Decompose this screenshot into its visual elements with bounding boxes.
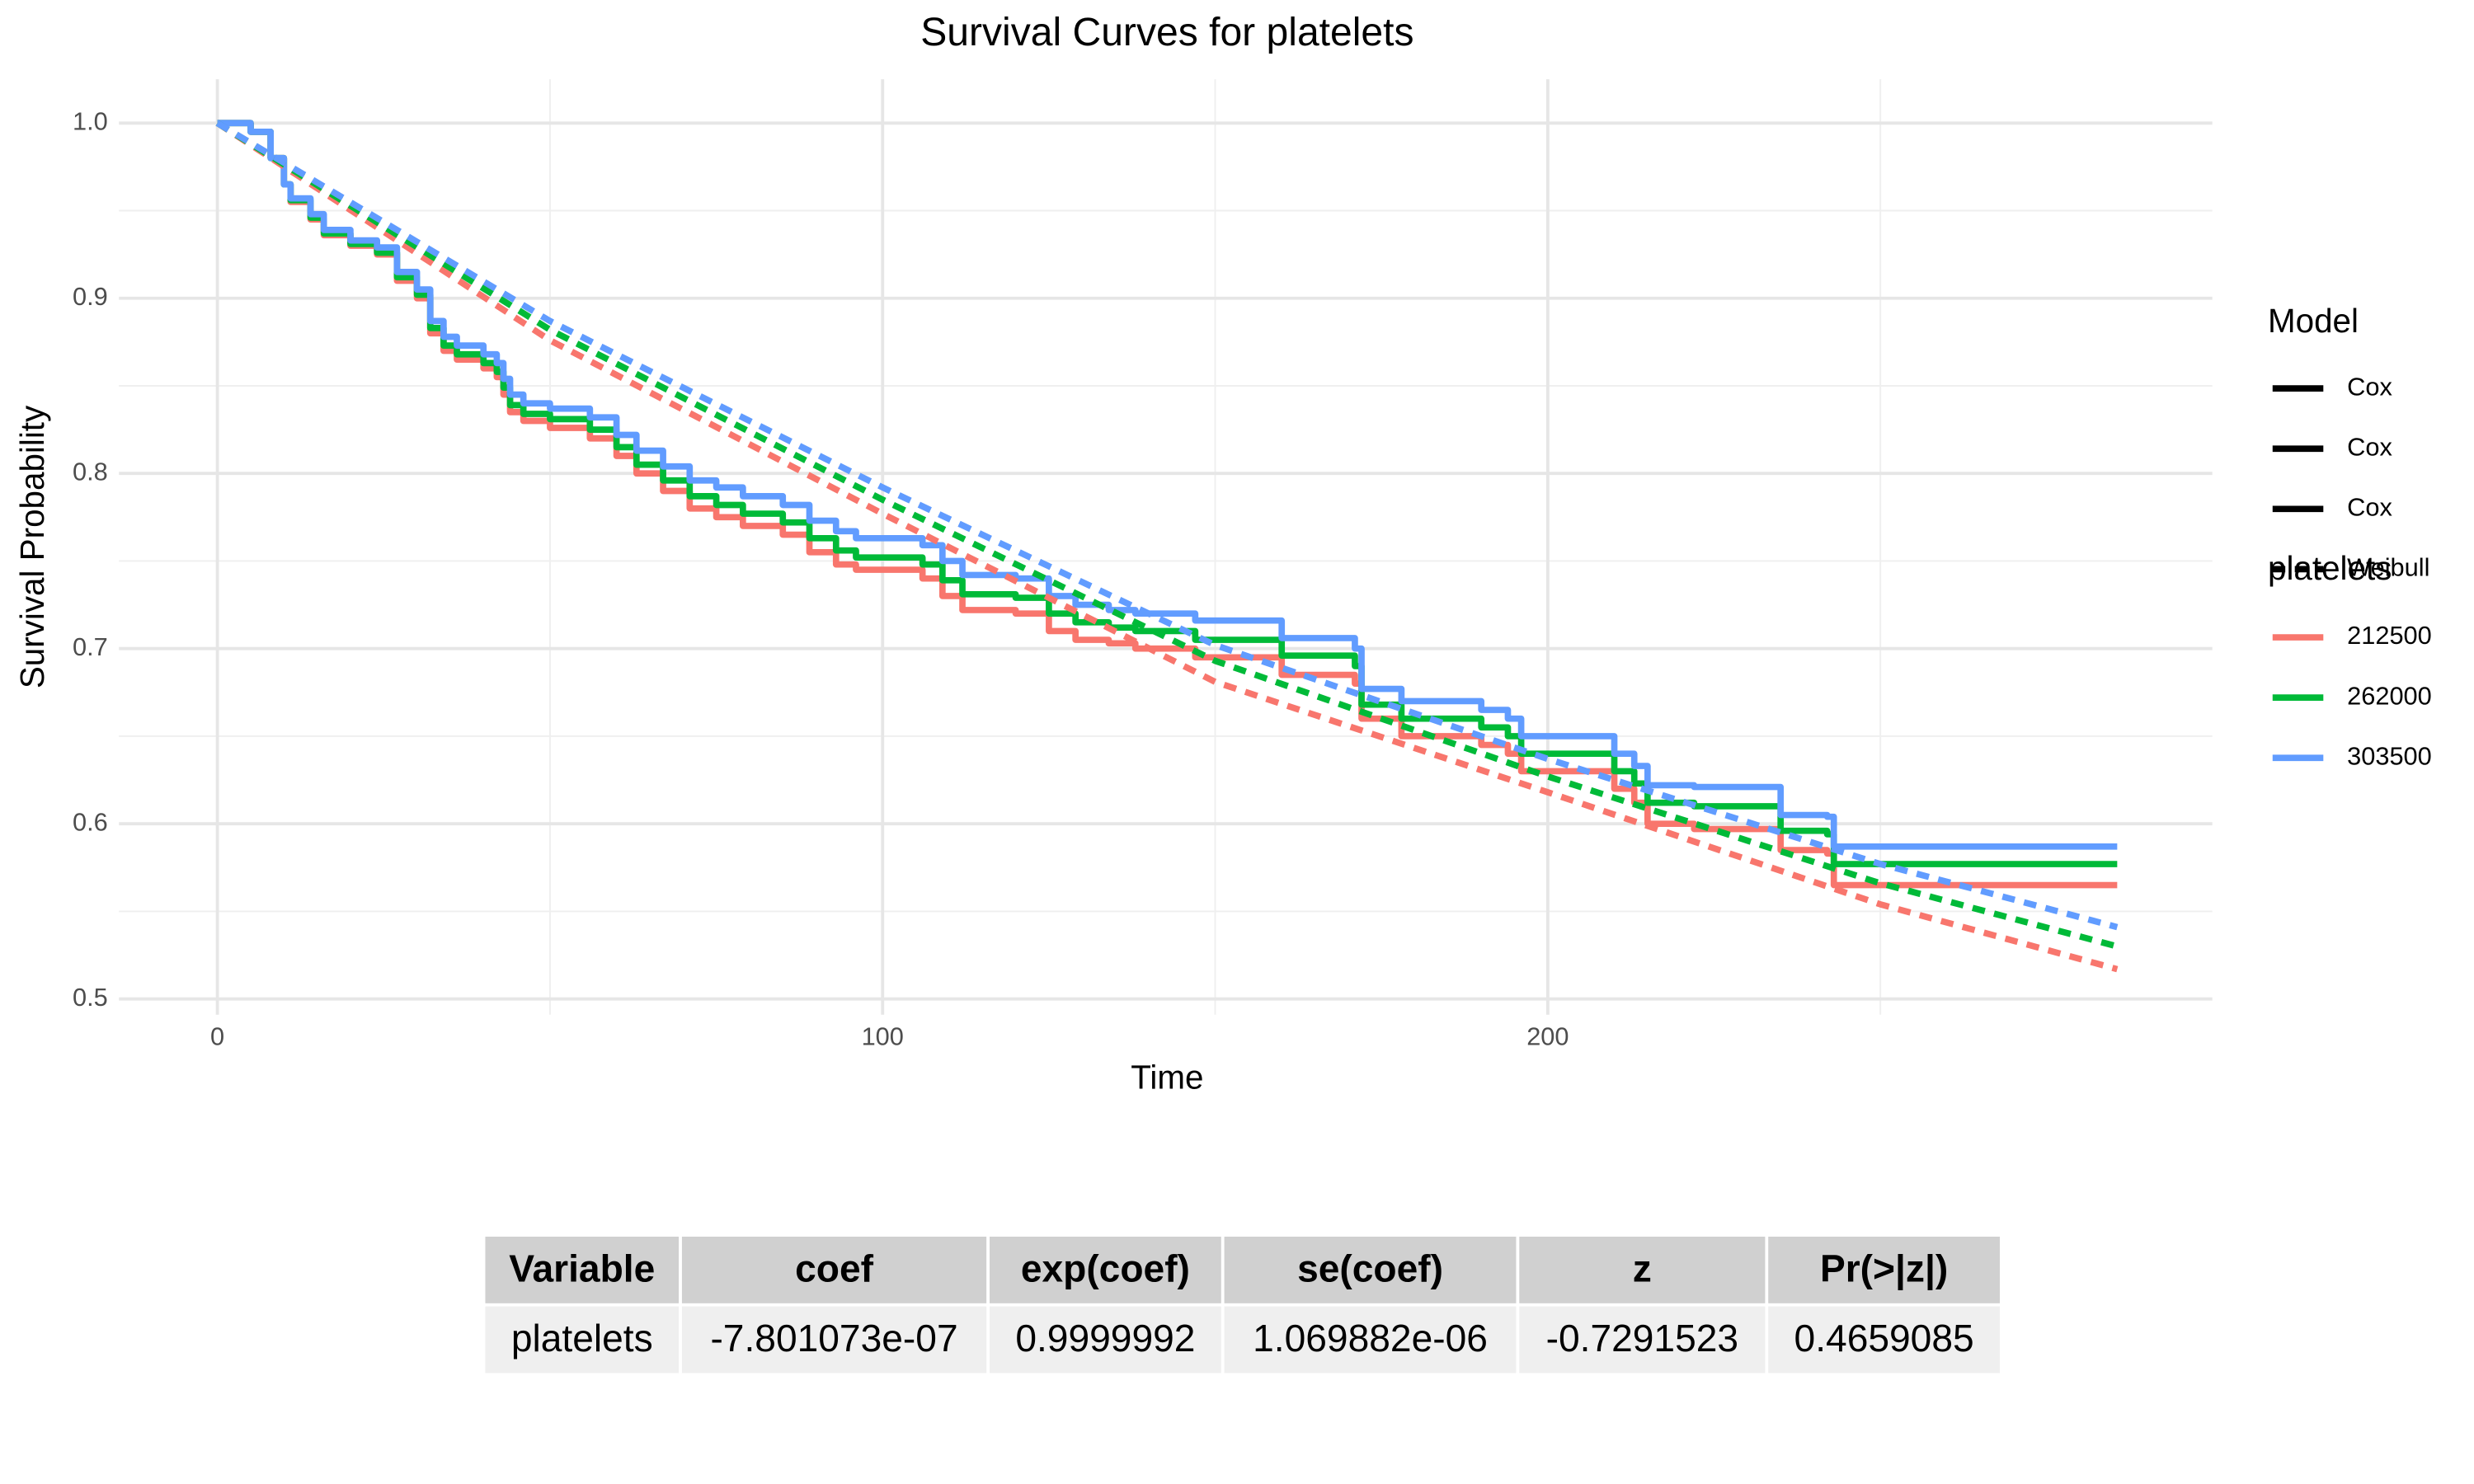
y-tick-label: 0.5: [73, 983, 108, 1012]
y-tick-label: 0.6: [73, 807, 108, 836]
legend-label: Cox: [2347, 372, 2392, 401]
weibull-curve: [215, 120, 2119, 973]
table-cell: [485, 1237, 680, 1303]
chart-title: Survival Curves for platelets: [920, 10, 1413, 54]
table-cell-text: -0.7291523: [1546, 1317, 1738, 1360]
legend-title: platelets: [2268, 549, 2392, 587]
table-cell: [681, 1306, 987, 1374]
table-cell-text: platelets: [511, 1317, 653, 1360]
table-cell-text: -7.801073e-07: [710, 1317, 957, 1360]
table-cell: [1519, 1237, 1766, 1303]
table-cell: [990, 1237, 1221, 1303]
y-tick-label: 0.8: [73, 457, 108, 486]
x-tick-label: 0: [210, 1022, 224, 1051]
table-header: z: [1633, 1247, 1652, 1289]
legend-label: Weibull: [2347, 553, 2429, 582]
legend-label: 303500: [2347, 741, 2432, 770]
legend-title: Model: [2268, 302, 2359, 340]
table-cell-text: 0.4659085: [1794, 1317, 1974, 1360]
legend-label: Cox: [2347, 492, 2392, 521]
y-tick-label: 0.9: [73, 282, 108, 311]
legend-label: Cox: [2347, 432, 2392, 461]
table-cell: [681, 1237, 987, 1303]
table-cell-text: 1.069882e-06: [1253, 1317, 1488, 1360]
table-cell: [485, 1306, 680, 1374]
legend-label: 262000: [2347, 681, 2432, 710]
table-cell: [1224, 1306, 1517, 1374]
table-cell: [990, 1306, 1221, 1374]
y-tick-label: 0.7: [73, 632, 108, 661]
legend-label: 212500: [2347, 621, 2432, 650]
table-header: Variable: [509, 1247, 655, 1289]
table-header: exp(coef): [1021, 1247, 1190, 1289]
x-tick-label: 200: [1526, 1022, 1569, 1051]
table-cell: [1768, 1237, 2000, 1303]
weibull-curve: [215, 120, 2119, 931]
table-cell: [1519, 1306, 1766, 1374]
cox-curve: [217, 120, 2118, 850]
table-header: Pr(>|z|): [1820, 1247, 1948, 1289]
table-cell: [1224, 1237, 1517, 1303]
y-tick-label: 1.0: [73, 106, 108, 135]
table-header: coef: [795, 1247, 874, 1289]
weibull-curve: [215, 120, 2119, 950]
table-header: se(coef): [1297, 1247, 1443, 1289]
table-cell: [1768, 1306, 2000, 1374]
y-axis-label: Survival Probability: [13, 405, 51, 688]
x-tick-label: 100: [862, 1022, 904, 1051]
x-axis-label: Time: [1131, 1058, 1203, 1096]
table-cell-text: 0.9999992: [1015, 1317, 1195, 1360]
